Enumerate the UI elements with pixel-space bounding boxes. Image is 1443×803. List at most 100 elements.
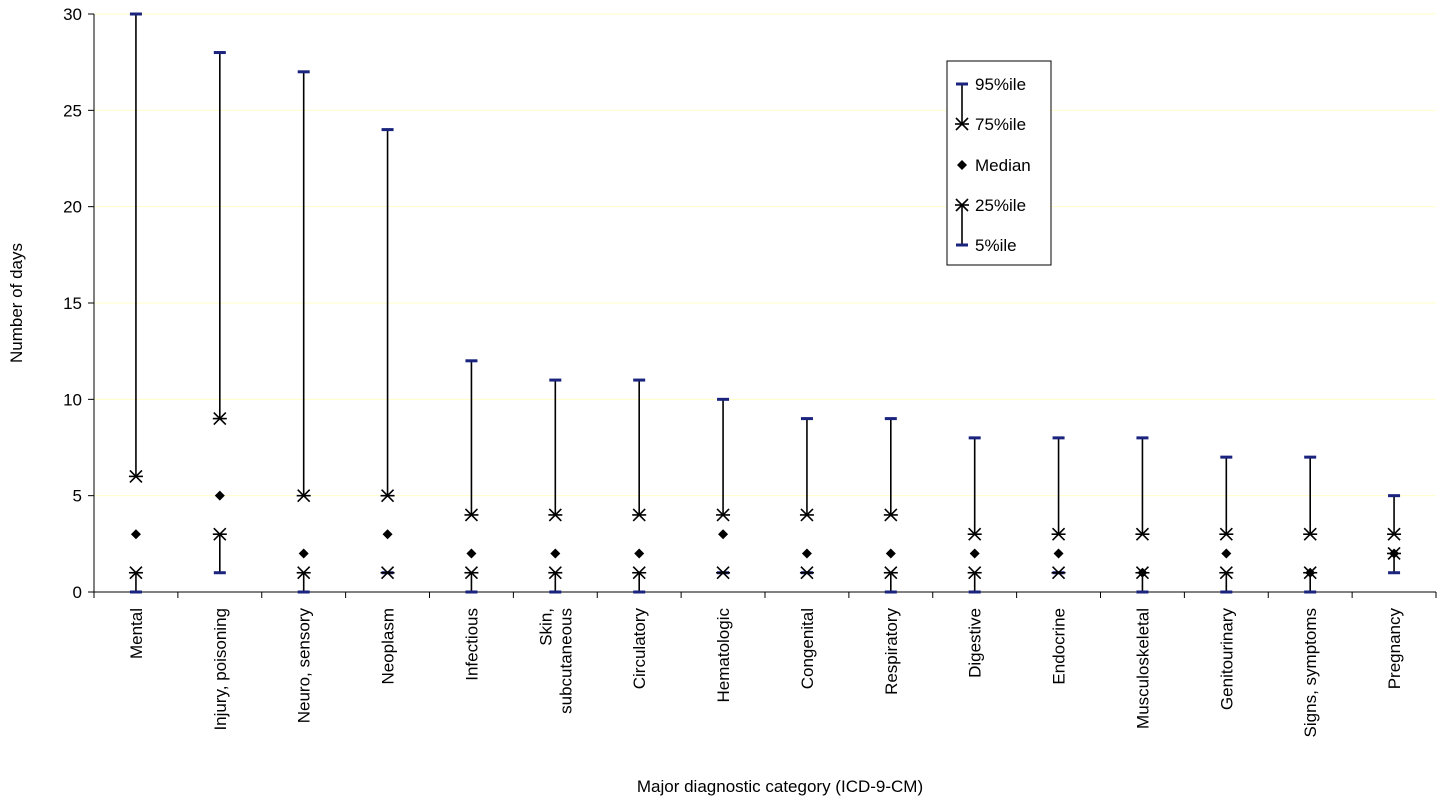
box-group [212, 51, 227, 575]
p75-marker [1387, 527, 1402, 541]
y-tick-label: 20 [63, 198, 82, 217]
median-marker [718, 529, 729, 540]
p75-marker [464, 508, 479, 522]
median-marker [1305, 567, 1316, 578]
legend-label: 25%ile [975, 196, 1026, 215]
y-tick-label: 25 [63, 101, 82, 120]
box-group [128, 12, 143, 594]
x-category-label: Endocrine [1050, 608, 1069, 685]
x-category-label: Musculoskeletal [1133, 608, 1152, 729]
y-tick-label: 15 [63, 294, 82, 313]
median-marker [885, 548, 896, 559]
p25-marker [716, 566, 731, 580]
p75-marker [1303, 527, 1318, 541]
box-group [1387, 494, 1402, 575]
median-marker [550, 548, 561, 559]
x-category-label: Signs, symptoms [1301, 608, 1320, 737]
box-group [883, 417, 898, 594]
p25-marker [380, 566, 395, 580]
box-group [1051, 436, 1066, 580]
legend-label: 5%ile [975, 236, 1017, 255]
legend-label: 95%ile [975, 75, 1026, 94]
y-tick-label: 0 [73, 583, 82, 602]
y-axis-ticks: 0 5 10 15 20 25 30 [63, 5, 94, 602]
x-axis-categories: Mental Injury, poisoning Neuro, sensory Neo… [93, 592, 1437, 737]
p25-marker [1051, 566, 1066, 580]
x-category-label: Infectious [462, 608, 481, 681]
p75-marker [632, 508, 647, 522]
p25-marker [212, 527, 227, 541]
box-group [296, 70, 311, 594]
box-group [632, 378, 647, 594]
median-marker [1389, 548, 1400, 559]
p75-marker [1051, 527, 1066, 541]
x-category-label: Neuro, sensory [295, 608, 314, 724]
median-marker [1221, 548, 1232, 559]
p75-marker [967, 527, 982, 541]
p75-marker [799, 508, 814, 522]
x-category-label: Neoplasm [379, 608, 398, 685]
legend-median-marker [957, 160, 967, 170]
y-tick-label: 30 [63, 5, 82, 24]
chart-marks [128, 12, 1402, 594]
legend-p75-marker [955, 117, 969, 131]
x-category-label: Circulatory [630, 608, 649, 690]
legend-label: 75%ile [975, 115, 1026, 134]
y-axis-title: Number of days [7, 243, 26, 363]
p25-marker [883, 566, 898, 580]
median-marker [130, 529, 141, 540]
median-marker [382, 529, 393, 540]
p25-marker [967, 566, 982, 580]
legend-label: Median [975, 156, 1031, 175]
x-category-label: Respiratory [882, 608, 901, 695]
x-category-label: Digestive [966, 608, 985, 678]
y-tick-label: 10 [63, 390, 82, 409]
p25-marker [799, 566, 814, 580]
grid-lines [94, 13, 1436, 497]
box-group [716, 397, 731, 580]
legend: 95%ile 75%ile Median 25%ile 5%ile [946, 60, 1052, 266]
x-category-label: Genitourinary [1217, 608, 1236, 711]
p25-marker [1219, 566, 1234, 580]
box-group [967, 436, 982, 594]
x-category-label: Skin,subcutaneous [536, 608, 575, 714]
y-tick-label: 5 [73, 487, 82, 506]
median-marker [1053, 548, 1064, 559]
median-marker [1137, 567, 1148, 578]
box-group [1303, 455, 1318, 594]
box-group [464, 359, 479, 594]
x-category-label: Pregnancy [1385, 608, 1404, 690]
legend-p25-marker [955, 198, 969, 212]
median-marker [298, 548, 309, 559]
box-group [1219, 455, 1234, 594]
median-marker [214, 490, 225, 501]
p75-marker [548, 508, 563, 522]
median-marker [801, 548, 812, 559]
x-category-label: Hematologic [714, 608, 733, 703]
p25-marker [548, 566, 563, 580]
p25-marker [632, 566, 647, 580]
median-marker [969, 548, 980, 559]
box-group [380, 128, 395, 580]
p75-marker [1135, 527, 1150, 541]
p75-marker [1219, 527, 1234, 541]
p75-marker [883, 508, 898, 522]
p25-marker [128, 566, 143, 580]
p25-marker [464, 566, 479, 580]
p75-marker [716, 508, 731, 522]
x-axis-title: Major diagnostic category (ICD-9-CM) [637, 777, 923, 796]
box-group [799, 417, 814, 580]
x-category-label: Mental [127, 608, 146, 659]
x-category-label: Congenital [798, 608, 817, 689]
box-group [1135, 436, 1150, 594]
median-marker [466, 548, 477, 559]
p75-marker [212, 412, 227, 426]
p75-marker [128, 469, 143, 483]
p75-marker [296, 489, 311, 503]
box-group [548, 378, 563, 594]
median-marker [634, 548, 645, 559]
x-category-label: Injury, poisoning [211, 608, 230, 731]
p25-marker [296, 566, 311, 580]
p75-marker [380, 489, 395, 503]
